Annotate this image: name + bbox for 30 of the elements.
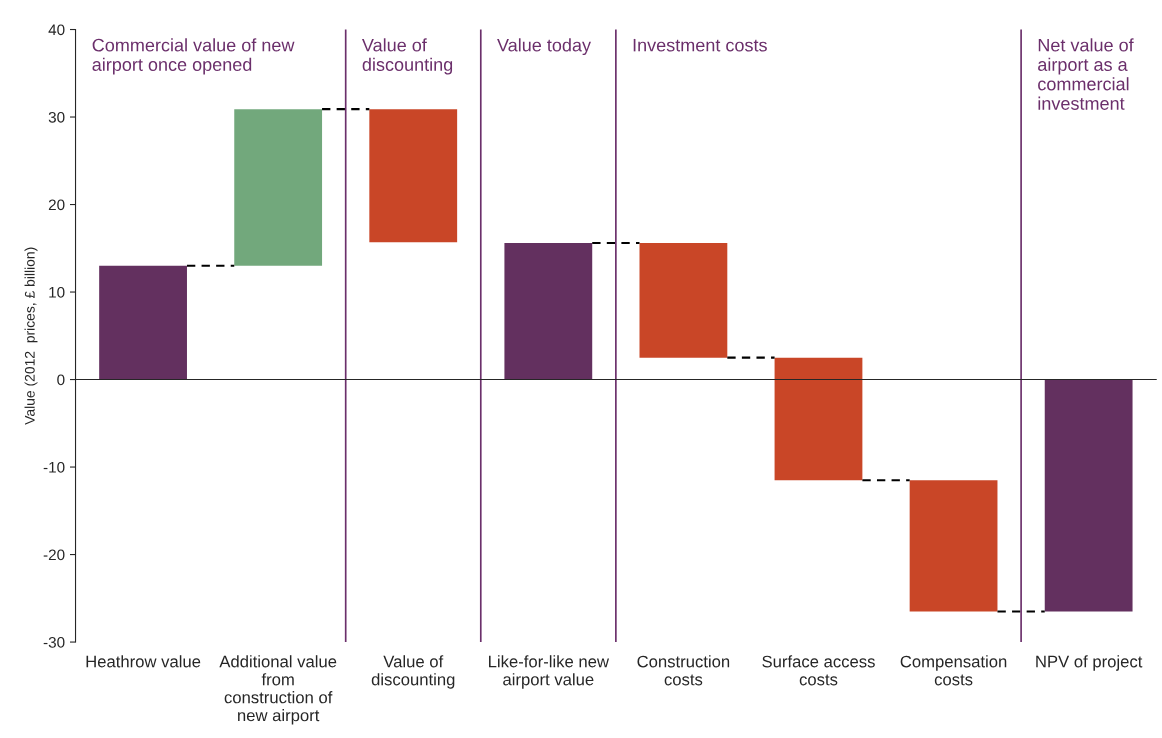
y-tick-label: -20 [43, 549, 65, 561]
bar [369, 109, 458, 243]
y-tick-label: -10 [43, 461, 65, 473]
y-tick-label: 0 [57, 374, 65, 386]
y-tick-label: 40 [48, 24, 65, 36]
bar [99, 265, 187, 380]
bar [234, 109, 323, 266]
x-tick-label: Surface access costs [762, 655, 875, 686]
y-tick-label: -30 [43, 636, 65, 648]
x-tick-label: Construction costs [637, 655, 730, 686]
x-tick-label: Like-for-like new airport value [489, 655, 610, 689]
annotation: Investment costs [633, 38, 767, 52]
x-tick-label: NPV of project [1036, 655, 1143, 671]
annotation: Net value of airport as a commercial investment [1038, 38, 1134, 110]
annotation: Commercial value of new airport once opened [92, 38, 295, 75]
y-tick-label: 20 [48, 199, 65, 211]
bar [1044, 379, 1133, 612]
annotation: Value of discounting [361, 38, 453, 75]
x-tick-label: Additional value from construction of new airport [219, 655, 337, 725]
x-tick-label: Value of discounting [371, 655, 455, 689]
bar [504, 243, 593, 380]
bar [774, 357, 863, 481]
y-tick-label: 30 [48, 111, 65, 123]
x-tick-label: Compensation costs [900, 655, 1007, 686]
bar [909, 480, 998, 612]
annotation: Value today [497, 38, 591, 56]
bar [639, 243, 728, 358]
x-tick-label: Heathrow value [86, 655, 201, 668]
y-tick-label: 10 [49, 286, 65, 298]
y-axis-title: Value (2012 prices, £ billion) [24, 247, 38, 425]
